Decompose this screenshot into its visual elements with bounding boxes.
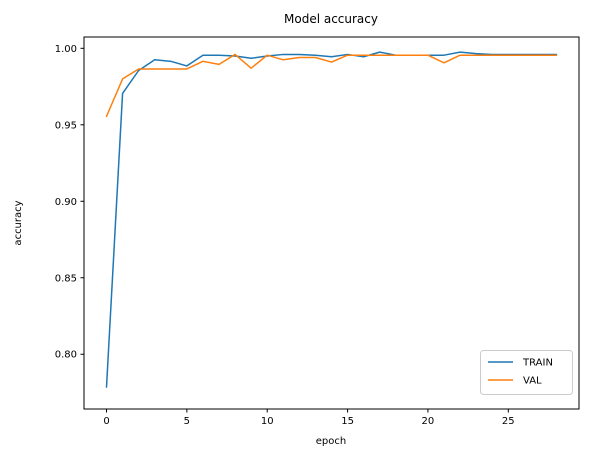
x-tick-label: 15 bbox=[341, 416, 354, 427]
y-axis-label: accuracy bbox=[13, 200, 24, 245]
y-tick-label: 1.00 bbox=[55, 44, 77, 55]
y-tick-label: 0.95 bbox=[55, 120, 77, 131]
train-line bbox=[105, 51, 558, 388]
x-tick-label: 5 bbox=[184, 416, 190, 427]
legend-val-label: VAL bbox=[523, 376, 542, 387]
chart-title: Model accuracy bbox=[284, 12, 378, 26]
axes: 0 5 10 15 20 25 0.80 0.85 0.90 0.95 1.00 bbox=[55, 36, 580, 427]
x-tick-label: 10 bbox=[261, 416, 274, 427]
x-tick-label: 25 bbox=[502, 416, 515, 427]
plot-frame bbox=[83, 36, 580, 410]
x-axis-label: epoch bbox=[316, 436, 346, 447]
series-lines bbox=[105, 51, 558, 388]
legend-train-label: TRAIN bbox=[522, 358, 553, 369]
legend: TRAIN VAL bbox=[480, 350, 573, 395]
y-tick-label: 0.85 bbox=[55, 273, 77, 284]
val-line bbox=[105, 53, 558, 118]
y-tick-label: 0.90 bbox=[55, 197, 77, 208]
x-tick-label: 20 bbox=[422, 416, 435, 427]
x-tick-label: 0 bbox=[103, 416, 109, 427]
y-tick-label: 0.80 bbox=[55, 350, 77, 361]
